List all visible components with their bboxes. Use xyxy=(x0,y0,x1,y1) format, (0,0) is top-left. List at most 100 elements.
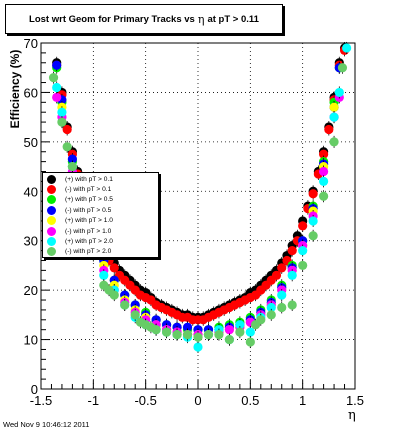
data-point xyxy=(266,310,276,320)
x-tick-label: 0.5 xyxy=(241,393,259,408)
x-tick-label: 1.5 xyxy=(346,393,364,408)
data-point xyxy=(224,334,234,345)
legend-label: (+) with pT > 0.1 xyxy=(65,175,113,183)
data-point xyxy=(287,246,297,256)
legend-marker-icon xyxy=(47,174,56,184)
y-axis-label: Efficiency (%) xyxy=(8,49,22,129)
data-point xyxy=(298,221,308,231)
data-point xyxy=(319,176,329,186)
legend-marker-icon xyxy=(47,237,56,247)
y-tick-label: 30 xyxy=(24,234,38,249)
data-point xyxy=(329,112,339,122)
data-point xyxy=(48,73,59,83)
data-point xyxy=(329,137,339,147)
data-point xyxy=(214,330,224,340)
legend-marker-icon xyxy=(47,216,56,226)
data-point xyxy=(287,270,297,280)
data-point xyxy=(337,63,348,73)
data-point xyxy=(52,92,62,102)
legend-item: (-) with pT > 0.1 xyxy=(47,184,158,195)
data-point xyxy=(99,270,109,280)
data-point xyxy=(298,260,308,271)
data-point xyxy=(193,342,203,352)
legend-marker-icon xyxy=(47,226,56,236)
data-point xyxy=(120,300,130,310)
y-tick-label: 60 xyxy=(24,85,38,100)
legend-label: (-) with pT > 0.1 xyxy=(65,186,112,194)
data-point xyxy=(266,302,276,313)
chart-title: Lost wrt Geom for Primary Tracks vs η at… xyxy=(5,4,283,34)
data-point xyxy=(271,270,282,280)
legend-marker-icon xyxy=(47,185,56,195)
legend-item: (+) with pT > 2.0 xyxy=(47,236,158,247)
x-tick-label: 0 xyxy=(194,393,201,408)
x-axis-label: η xyxy=(348,408,356,423)
data-point xyxy=(67,161,77,172)
data-point xyxy=(245,337,255,347)
legend-item: (-) with pT > 1.0 xyxy=(47,226,158,236)
legend-label: (-) with pT > 1.0 xyxy=(65,227,112,235)
y-tick-label: 0 xyxy=(31,382,38,397)
data-point xyxy=(308,189,318,199)
legend-label: (+) with pT > 0.5 xyxy=(65,196,113,204)
data-point xyxy=(277,263,287,273)
y-tick-label: 20 xyxy=(24,283,38,298)
legend-marker-icon xyxy=(47,247,56,257)
data-point xyxy=(308,231,318,241)
title-prefix: Lost wrt Geom for Primary Tracks vs xyxy=(29,13,195,25)
data-point xyxy=(109,290,119,300)
legend-item: (+) with pT > 0.1 xyxy=(47,174,158,184)
data-point xyxy=(193,332,203,342)
data-point xyxy=(319,149,329,159)
data-point xyxy=(52,60,62,70)
legend-label: (+) with pT > 2.0 xyxy=(65,238,113,246)
legend-label: (-) with pT > 2.0 xyxy=(65,248,112,256)
data-point xyxy=(287,300,297,310)
x-tick-label: -1 xyxy=(88,393,100,408)
legend-item: (+) with pT > 1.0 xyxy=(47,216,158,226)
data-point xyxy=(182,330,193,340)
legend-item: (-) with pT > 0.5 xyxy=(47,205,158,215)
data-point xyxy=(224,325,234,335)
data-point xyxy=(334,87,344,98)
legend: (+) with pT > 0.1 (-) with pT > 0.1 (+) wi… xyxy=(42,172,159,258)
series-group xyxy=(48,61,348,349)
data-point xyxy=(203,330,214,340)
data-point xyxy=(277,290,287,300)
data-point xyxy=(235,320,245,330)
legend-label: (-) with pT > 0.5 xyxy=(65,206,112,214)
data-point xyxy=(67,154,77,164)
y-tick-label: 40 xyxy=(24,184,38,199)
legend-item: (-) with pT > 2.0 xyxy=(47,247,158,257)
y-tick-label: 10 xyxy=(24,333,38,348)
data-point xyxy=(62,124,72,135)
data-point xyxy=(57,117,67,127)
data-point xyxy=(342,43,352,53)
data-point xyxy=(298,246,308,256)
data-point xyxy=(130,310,140,320)
data-point xyxy=(324,124,334,135)
data-point xyxy=(182,322,193,332)
data-point xyxy=(245,327,255,337)
y-tick-label: 70 xyxy=(24,36,38,51)
data-point xyxy=(256,315,266,325)
legend-label: (+) with pT > 1.0 xyxy=(65,217,113,225)
data-point xyxy=(329,102,339,112)
y-tick-label: 50 xyxy=(24,135,38,150)
data-point xyxy=(62,142,72,152)
tick-labels: -1.5 -1 -0.5 0 0.5 1 1.5 0 10 20 30 40 50 60 70 xyxy=(24,36,365,408)
data-point xyxy=(172,330,182,340)
data-point xyxy=(52,82,62,93)
title-suffix: at pT > 0.11 xyxy=(207,13,259,25)
timestamp-footer: Wed Nov 9 10:46:12 2011 xyxy=(3,420,90,429)
x-tick-label: -1.5 xyxy=(30,393,52,408)
legend-marker-icon xyxy=(47,195,56,205)
data-point xyxy=(57,107,67,117)
data-point xyxy=(235,327,245,337)
legend-marker-icon xyxy=(47,205,56,215)
data-point xyxy=(277,302,287,313)
data-point xyxy=(109,263,119,273)
x-tick-label: -0.5 xyxy=(134,393,156,408)
data-point xyxy=(319,166,329,177)
